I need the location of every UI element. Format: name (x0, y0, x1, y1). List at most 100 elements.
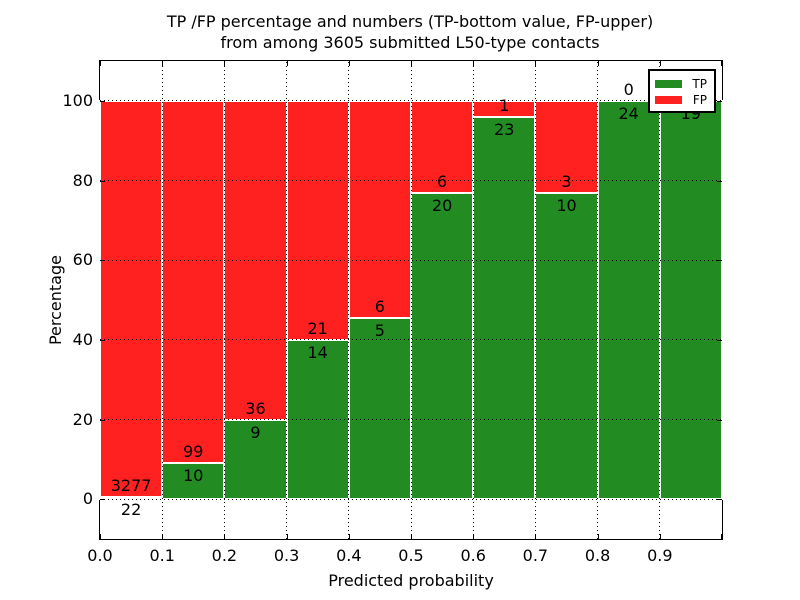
x-tick-mark-top (597, 61, 599, 66)
x-tick-label: 0.0 (87, 546, 113, 565)
x-tick-mark-top (473, 61, 475, 66)
x-tick-label: 0.1 (149, 546, 175, 565)
gridline-vertical (472, 61, 474, 539)
bar-count-label-tp: 20 (431, 195, 453, 215)
x-tick-mark-top (348, 61, 350, 66)
y-axis-label: Percentage (46, 255, 65, 346)
y-tick-label: 20 (72, 409, 93, 429)
legend-item-fp: FP (655, 92, 707, 108)
x-tick-mark-bottom (659, 534, 661, 539)
gridline-vertical (410, 61, 412, 539)
bar-segment-fp (100, 100, 163, 497)
x-tick-mark-top (535, 61, 537, 66)
bar-count-label-fp: 6 (437, 171, 448, 191)
bar-segment-tp (473, 117, 536, 500)
x-tick-label: 0.5 (398, 546, 424, 565)
tp-swatch-icon (655, 80, 682, 88)
bar-segment-tp (597, 100, 660, 500)
chart-title: TP /FP percentage and numbers (TP-bottom… (99, 11, 721, 53)
x-tick-mark-bottom (535, 534, 537, 539)
x-tick-mark-bottom (348, 534, 350, 539)
x-tick-mark-bottom (721, 534, 722, 539)
gridline-vertical (223, 61, 225, 539)
bar-count-label-tp: 14 (307, 342, 328, 362)
x-tick-label: 0.7 (522, 546, 549, 565)
y-tick-mark-right (717, 339, 722, 341)
x-tick-mark-top (411, 61, 412, 66)
plot-area: 0.0 0.1 0.2 0.3 0.4 0.5 0.6 0.7 0.8 0.9 0 20 40 60 80 1… (46, 60, 723, 590)
bar-segment-tp (535, 192, 598, 500)
x-tick-label: 0.2 (211, 546, 238, 565)
bar-edge-boundary (473, 116, 536, 119)
bar-edge-vertical (721, 100, 723, 500)
bar-segment-tp (659, 100, 722, 500)
bar-count-label-fp: 6 (374, 297, 385, 317)
gridline-vertical (597, 61, 599, 539)
bar-count-label-fp: 3277 (110, 475, 152, 495)
x-tick-mark-top (659, 61, 661, 66)
x-tick-mark-top (721, 61, 722, 66)
bar-count-label-fp: 0 (623, 79, 634, 99)
x-tick-label: 0.3 (273, 546, 300, 565)
x-tick-mark-bottom (286, 534, 288, 539)
gridline-vertical (659, 61, 661, 539)
bar-edge-boundary (162, 461, 225, 464)
y-tick-mark-left (100, 180, 105, 182)
fp-swatch-icon (655, 96, 682, 104)
y-tick-label: 60 (72, 250, 93, 270)
gridline-vertical (534, 61, 536, 539)
bar-segment-fp (411, 100, 474, 193)
x-tick-label: 0.4 (336, 546, 362, 565)
bar-segment-tp (162, 462, 225, 500)
y-tick-mark-left (100, 260, 105, 262)
bar-count-label-fp: 36 (245, 398, 266, 418)
x-tick-mark-bottom (162, 534, 164, 539)
bar-edge-vertical (99, 100, 101, 500)
gridline-vertical (286, 61, 288, 539)
y-tick-label: 0 (82, 489, 93, 509)
bar-edge-boundary (535, 191, 598, 194)
y-tick-label: 100 (62, 90, 93, 110)
x-tick-mark-bottom (224, 534, 226, 539)
bar-segment-tp (411, 192, 474, 500)
x-tick-mark-top (162, 61, 164, 66)
x-axis-label: Predicted probability (328, 571, 494, 590)
bar-count-label-tp: 10 (183, 465, 204, 485)
bar-segment-tp (224, 419, 287, 500)
bar-count-label-fp: 21 (307, 318, 328, 338)
bar-count-label-fp: 99 (183, 441, 204, 461)
x-tick-label: 0.8 (584, 546, 611, 565)
x-tick-label: 0.6 (460, 546, 486, 565)
chart-title-line1: TP /FP percentage and numbers (TP-bottom… (166, 12, 654, 31)
bar-count-label-tp: 23 (494, 120, 515, 140)
bar-segment-fp (535, 100, 598, 193)
y-tick-mark-left (100, 419, 105, 421)
bar-edge-boundary (100, 495, 163, 498)
legend: TP FP (648, 69, 716, 113)
y-tick-mark-right (717, 260, 722, 262)
bar-count-label-tp: 9 (250, 422, 261, 442)
bar-count-label-tp: 5 (374, 321, 385, 341)
y-tick-mark-right (717, 419, 722, 421)
gridline-vertical (348, 61, 350, 539)
x-tick-mark-top (286, 61, 288, 66)
y-tick-mark-left (100, 499, 105, 501)
x-tick-mark-bottom (411, 534, 412, 539)
x-tick-mark-bottom (597, 534, 599, 539)
bar-segment-tp (100, 496, 163, 500)
legend-item-tp: TP (655, 76, 707, 92)
x-tick-mark-top (100, 61, 101, 66)
bar-count-label-tp: 10 (556, 195, 577, 215)
bar-count-label-fp: 1 (499, 96, 510, 116)
y-tick-label: 40 (72, 329, 93, 349)
bar-count-label-tp: 24 (618, 103, 639, 123)
y-tick-mark-right (717, 499, 722, 501)
y-tick-mark-right (717, 180, 722, 182)
legend-label-fp: FP (692, 93, 707, 107)
bar-count-label-fp: 3 (561, 171, 572, 191)
x-tick-label: 0.9 (647, 546, 673, 565)
x-tick-mark-top (224, 61, 226, 66)
bar-segment-tp (348, 318, 411, 500)
bar-count-label-tp: 22 (120, 499, 142, 519)
